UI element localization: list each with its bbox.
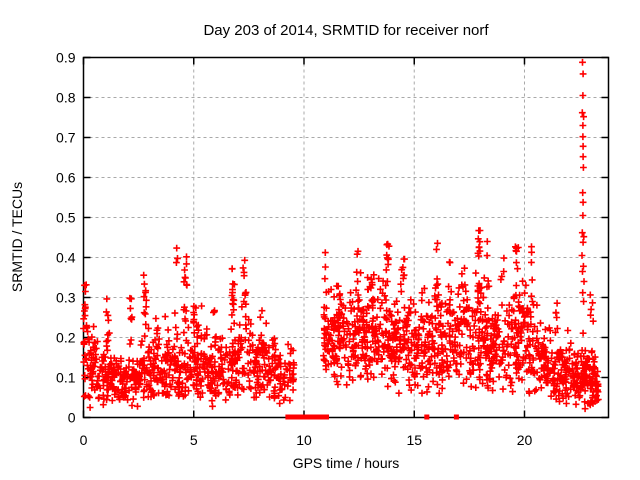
y-tick-label: 0.6 xyxy=(56,170,76,186)
x-tick-label: 10 xyxy=(296,432,312,448)
y-axis-label: SRMTID / TECUs xyxy=(9,182,25,292)
chart-title: Day 203 of 2014, SRMTID for receiver nor… xyxy=(203,22,489,39)
axis-ticks xyxy=(82,56,610,419)
y-tick-label: 0 xyxy=(68,410,76,426)
y-tick-label: 0.5 xyxy=(56,210,76,226)
y-tick-label: 0.1 xyxy=(56,370,76,386)
x-tick-label: 15 xyxy=(406,432,422,448)
y-tick-label: 0.3 xyxy=(56,290,76,306)
zero-markers xyxy=(285,414,459,420)
x-tick-label: 0 xyxy=(80,432,88,448)
x-tick-label: 20 xyxy=(517,432,533,448)
data-points xyxy=(80,58,602,420)
x-tick-label: 5 xyxy=(190,432,198,448)
y-tick-label: 0.2 xyxy=(56,330,76,346)
y-tick-label: 0.4 xyxy=(56,250,76,266)
tick-labels: 0 5 10 15 20 0 0.1 0.2 0.3 0.4 0.5 0.6 0.7 0.8 0.9 xyxy=(56,50,532,449)
x-axis-label: GPS time / hours xyxy=(293,455,400,471)
y-tick-label: 0.7 xyxy=(56,130,76,146)
y-tick-label: 0.9 xyxy=(56,50,76,66)
scatter-points xyxy=(80,58,602,413)
plot-border xyxy=(82,56,610,419)
y-tick-label: 0.8 xyxy=(56,90,76,106)
